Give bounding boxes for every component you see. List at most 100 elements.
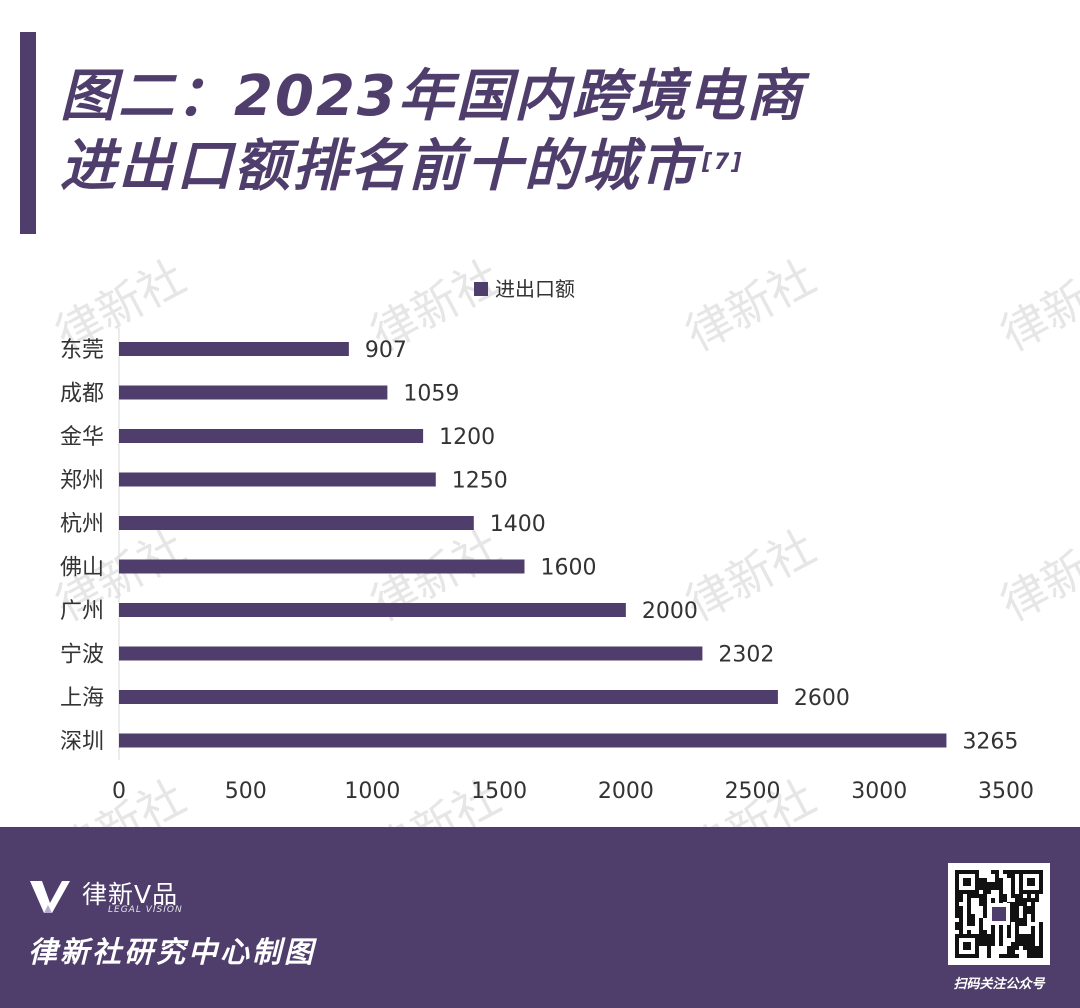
- qr-module: [999, 934, 1003, 938]
- qr-module: [979, 922, 983, 926]
- qr-module: [1019, 938, 1023, 942]
- qr-module: [1039, 954, 1043, 958]
- qr-module: [1031, 942, 1035, 946]
- qr-module: [1027, 938, 1031, 942]
- x-tick-label: 3000: [851, 779, 907, 804]
- qr-module: [1027, 942, 1031, 946]
- x-tick-label: 500: [225, 779, 267, 804]
- qr-module: [1019, 894, 1023, 898]
- qr-module: [1015, 954, 1019, 958]
- qr-module: [1015, 946, 1019, 950]
- qr-module: [1011, 942, 1015, 946]
- qr-module: [1035, 894, 1039, 898]
- qr-code-icon: [955, 870, 1043, 958]
- qr-module: [967, 902, 971, 906]
- qr-module: [955, 898, 959, 902]
- qr-module: [1015, 910, 1019, 914]
- qr-module: [979, 878, 983, 882]
- qr-module: [999, 898, 1003, 902]
- title-line-2: 进出口额排名前十的城市 [7]: [60, 132, 804, 202]
- qr-center-logo: [992, 907, 1006, 921]
- qr-module: [999, 954, 1003, 958]
- qr-module: [983, 910, 987, 914]
- qr-module: [1015, 934, 1019, 938]
- qr-module: [967, 910, 971, 914]
- data-label: 1400: [490, 512, 546, 537]
- qr-module: [967, 894, 971, 898]
- qr-module: [1011, 954, 1015, 958]
- title-line-2-text: 进出口额排名前十的城市: [60, 134, 698, 199]
- qr-module: [999, 938, 1003, 942]
- qr-module: [1011, 870, 1015, 874]
- qr-module: [995, 870, 999, 874]
- chart-title: 图二：2023年国内跨境电商 进出口额排名前十的城市 [7]: [60, 62, 804, 202]
- qr-finder-core: [963, 942, 971, 950]
- qr-module: [1015, 926, 1019, 930]
- qr-code: [948, 863, 1050, 965]
- qr-module: [1031, 914, 1035, 918]
- qr-module: [1023, 942, 1027, 946]
- qr-module: [1023, 922, 1027, 926]
- qr-module: [979, 934, 983, 938]
- qr-module: [983, 890, 987, 894]
- qr-module: [1007, 870, 1011, 874]
- qr-module: [1011, 894, 1015, 898]
- qr-module: [983, 898, 987, 902]
- qr-module: [1015, 922, 1019, 926]
- qr-module: [1003, 898, 1007, 902]
- legal-vision-logo-icon: [30, 881, 70, 913]
- qr-module: [971, 894, 975, 898]
- qr-module: [959, 922, 963, 926]
- qr-module: [1011, 906, 1015, 910]
- qr-module: [1023, 934, 1027, 938]
- qr-module: [1011, 890, 1015, 894]
- qr-module: [1039, 922, 1043, 926]
- qr-module: [1039, 930, 1043, 934]
- category-label: 深圳: [60, 730, 104, 755]
- qr-module: [955, 926, 959, 930]
- qr-module: [1023, 910, 1027, 914]
- qr-module: [999, 930, 1003, 934]
- qr-module: [1015, 870, 1019, 874]
- qr-module: [979, 938, 983, 942]
- qr-module: [983, 906, 987, 910]
- qr-module: [1015, 906, 1019, 910]
- qr-module: [955, 910, 959, 914]
- qr-module: [999, 878, 1003, 882]
- qr-module: [983, 902, 987, 906]
- qr-module: [987, 954, 991, 958]
- qr-module: [987, 886, 991, 890]
- qr-module: [1031, 926, 1035, 930]
- qr-module: [1011, 886, 1015, 890]
- bar: [119, 690, 778, 704]
- qr-module: [1019, 918, 1023, 922]
- x-tick-label: 1500: [471, 779, 527, 804]
- qr-module: [1031, 954, 1035, 958]
- data-label: 907: [365, 338, 407, 363]
- qr-module: [959, 926, 963, 930]
- qr-module: [999, 894, 1003, 898]
- qr-module: [991, 942, 995, 946]
- qr-module: [1019, 942, 1023, 946]
- category-label: 上海: [60, 686, 104, 711]
- footer: 律新V品 LEGAL VISION 律新社研究中心制图 扫码关注公众号: [0, 827, 1080, 1008]
- qr-module: [1003, 870, 1007, 874]
- qr-module: [979, 930, 983, 934]
- qr-module: [967, 930, 971, 934]
- qr-module: [1031, 938, 1035, 942]
- legend-label: 进出口额: [495, 277, 575, 301]
- qr-module: [999, 890, 1003, 894]
- qr-module: [1011, 950, 1015, 954]
- qr-module: [1023, 902, 1027, 906]
- legend-swatch: [474, 282, 488, 296]
- qr-module: [1027, 946, 1031, 950]
- qr-module: [959, 906, 963, 910]
- qr-module: [1011, 918, 1015, 922]
- qr-module: [1031, 950, 1035, 954]
- qr-module: [987, 938, 991, 942]
- qr-module: [999, 942, 1003, 946]
- qr-module: [1015, 894, 1019, 898]
- bar: [119, 385, 388, 400]
- qr-module: [1027, 954, 1031, 958]
